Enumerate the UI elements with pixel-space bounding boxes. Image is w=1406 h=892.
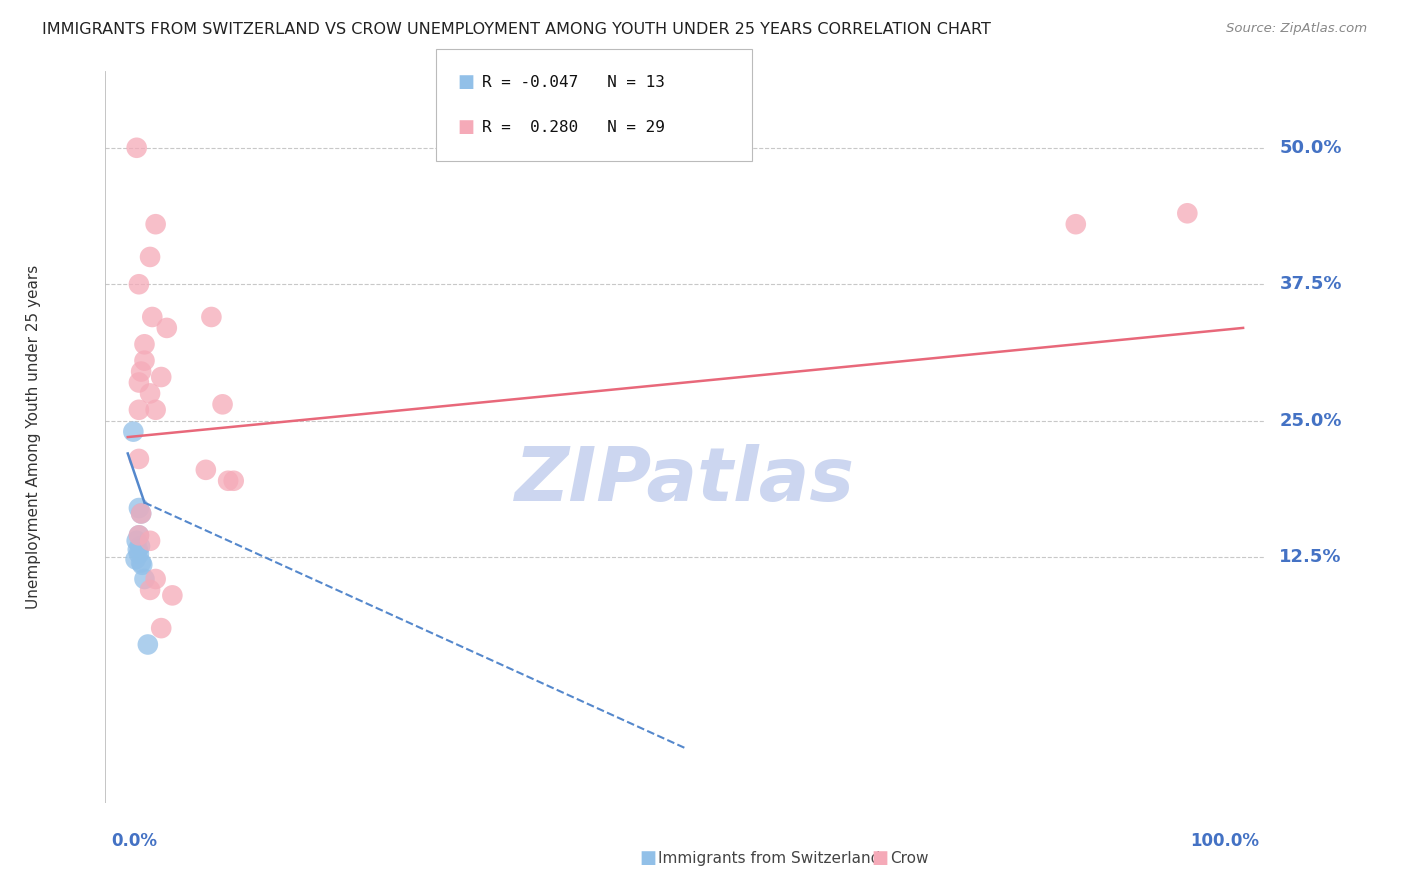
Point [222, 474, 245, 488]
Point [122, 425, 145, 439]
Text: R = -0.047   N = 13: R = -0.047 N = 13 [482, 75, 665, 90]
Point [162, 588, 184, 602]
Point [134, 353, 156, 368]
Point [139, 533, 162, 548]
Point [128, 501, 150, 516]
Point [128, 277, 150, 292]
Text: 0.0%: 0.0% [111, 832, 157, 850]
Point [129, 507, 152, 521]
Text: ■: ■ [640, 849, 657, 867]
Text: Crow: Crow [890, 851, 928, 865]
Point [139, 582, 162, 597]
Point [127, 542, 149, 557]
Point [128, 528, 150, 542]
Point [145, 402, 167, 417]
Point [145, 572, 167, 586]
Point [139, 250, 162, 264]
Text: ■: ■ [457, 73, 474, 91]
Point [217, 474, 239, 488]
Point [134, 572, 156, 586]
Text: ZIPatlas: ZIPatlas [516, 444, 855, 517]
Point [200, 310, 222, 324]
Point [124, 552, 146, 566]
Point [194, 463, 217, 477]
Point [145, 217, 167, 231]
Point [128, 376, 150, 390]
Point [128, 528, 150, 542]
Point [129, 539, 152, 553]
Text: 100.0%: 100.0% [1191, 832, 1260, 850]
Point [134, 337, 156, 351]
Point [1175, 206, 1198, 220]
Text: 37.5%: 37.5% [1279, 276, 1341, 293]
Point [128, 451, 150, 466]
Point [131, 558, 153, 572]
Point [211, 397, 233, 411]
Text: 25.0%: 25.0% [1279, 412, 1341, 430]
Point [156, 321, 179, 335]
Point [125, 533, 148, 548]
Text: IMMIGRANTS FROM SWITZERLAND VS CROW UNEMPLOYMENT AMONG YOUTH UNDER 25 YEARS CORR: IMMIGRANTS FROM SWITZERLAND VS CROW UNEM… [42, 22, 991, 37]
Point [129, 365, 152, 379]
Point [1064, 217, 1087, 231]
Text: Source: ZipAtlas.com: Source: ZipAtlas.com [1226, 22, 1367, 36]
Text: 12.5%: 12.5% [1279, 549, 1341, 566]
Point [136, 638, 159, 652]
Text: Immigrants from Switzerland: Immigrants from Switzerland [658, 851, 880, 865]
Point [139, 386, 162, 401]
Point [128, 402, 150, 417]
Point [150, 621, 173, 635]
Point [150, 370, 173, 384]
Point [129, 507, 152, 521]
Text: ■: ■ [457, 119, 474, 136]
Text: R =  0.280   N = 29: R = 0.280 N = 29 [482, 120, 665, 135]
Point [141, 310, 163, 324]
Point [125, 141, 148, 155]
Point [129, 556, 152, 570]
Text: ■: ■ [872, 849, 889, 867]
Point [128, 547, 150, 561]
Text: Unemployment Among Youth under 25 years: Unemployment Among Youth under 25 years [27, 265, 41, 609]
Text: 50.0%: 50.0% [1279, 139, 1341, 157]
